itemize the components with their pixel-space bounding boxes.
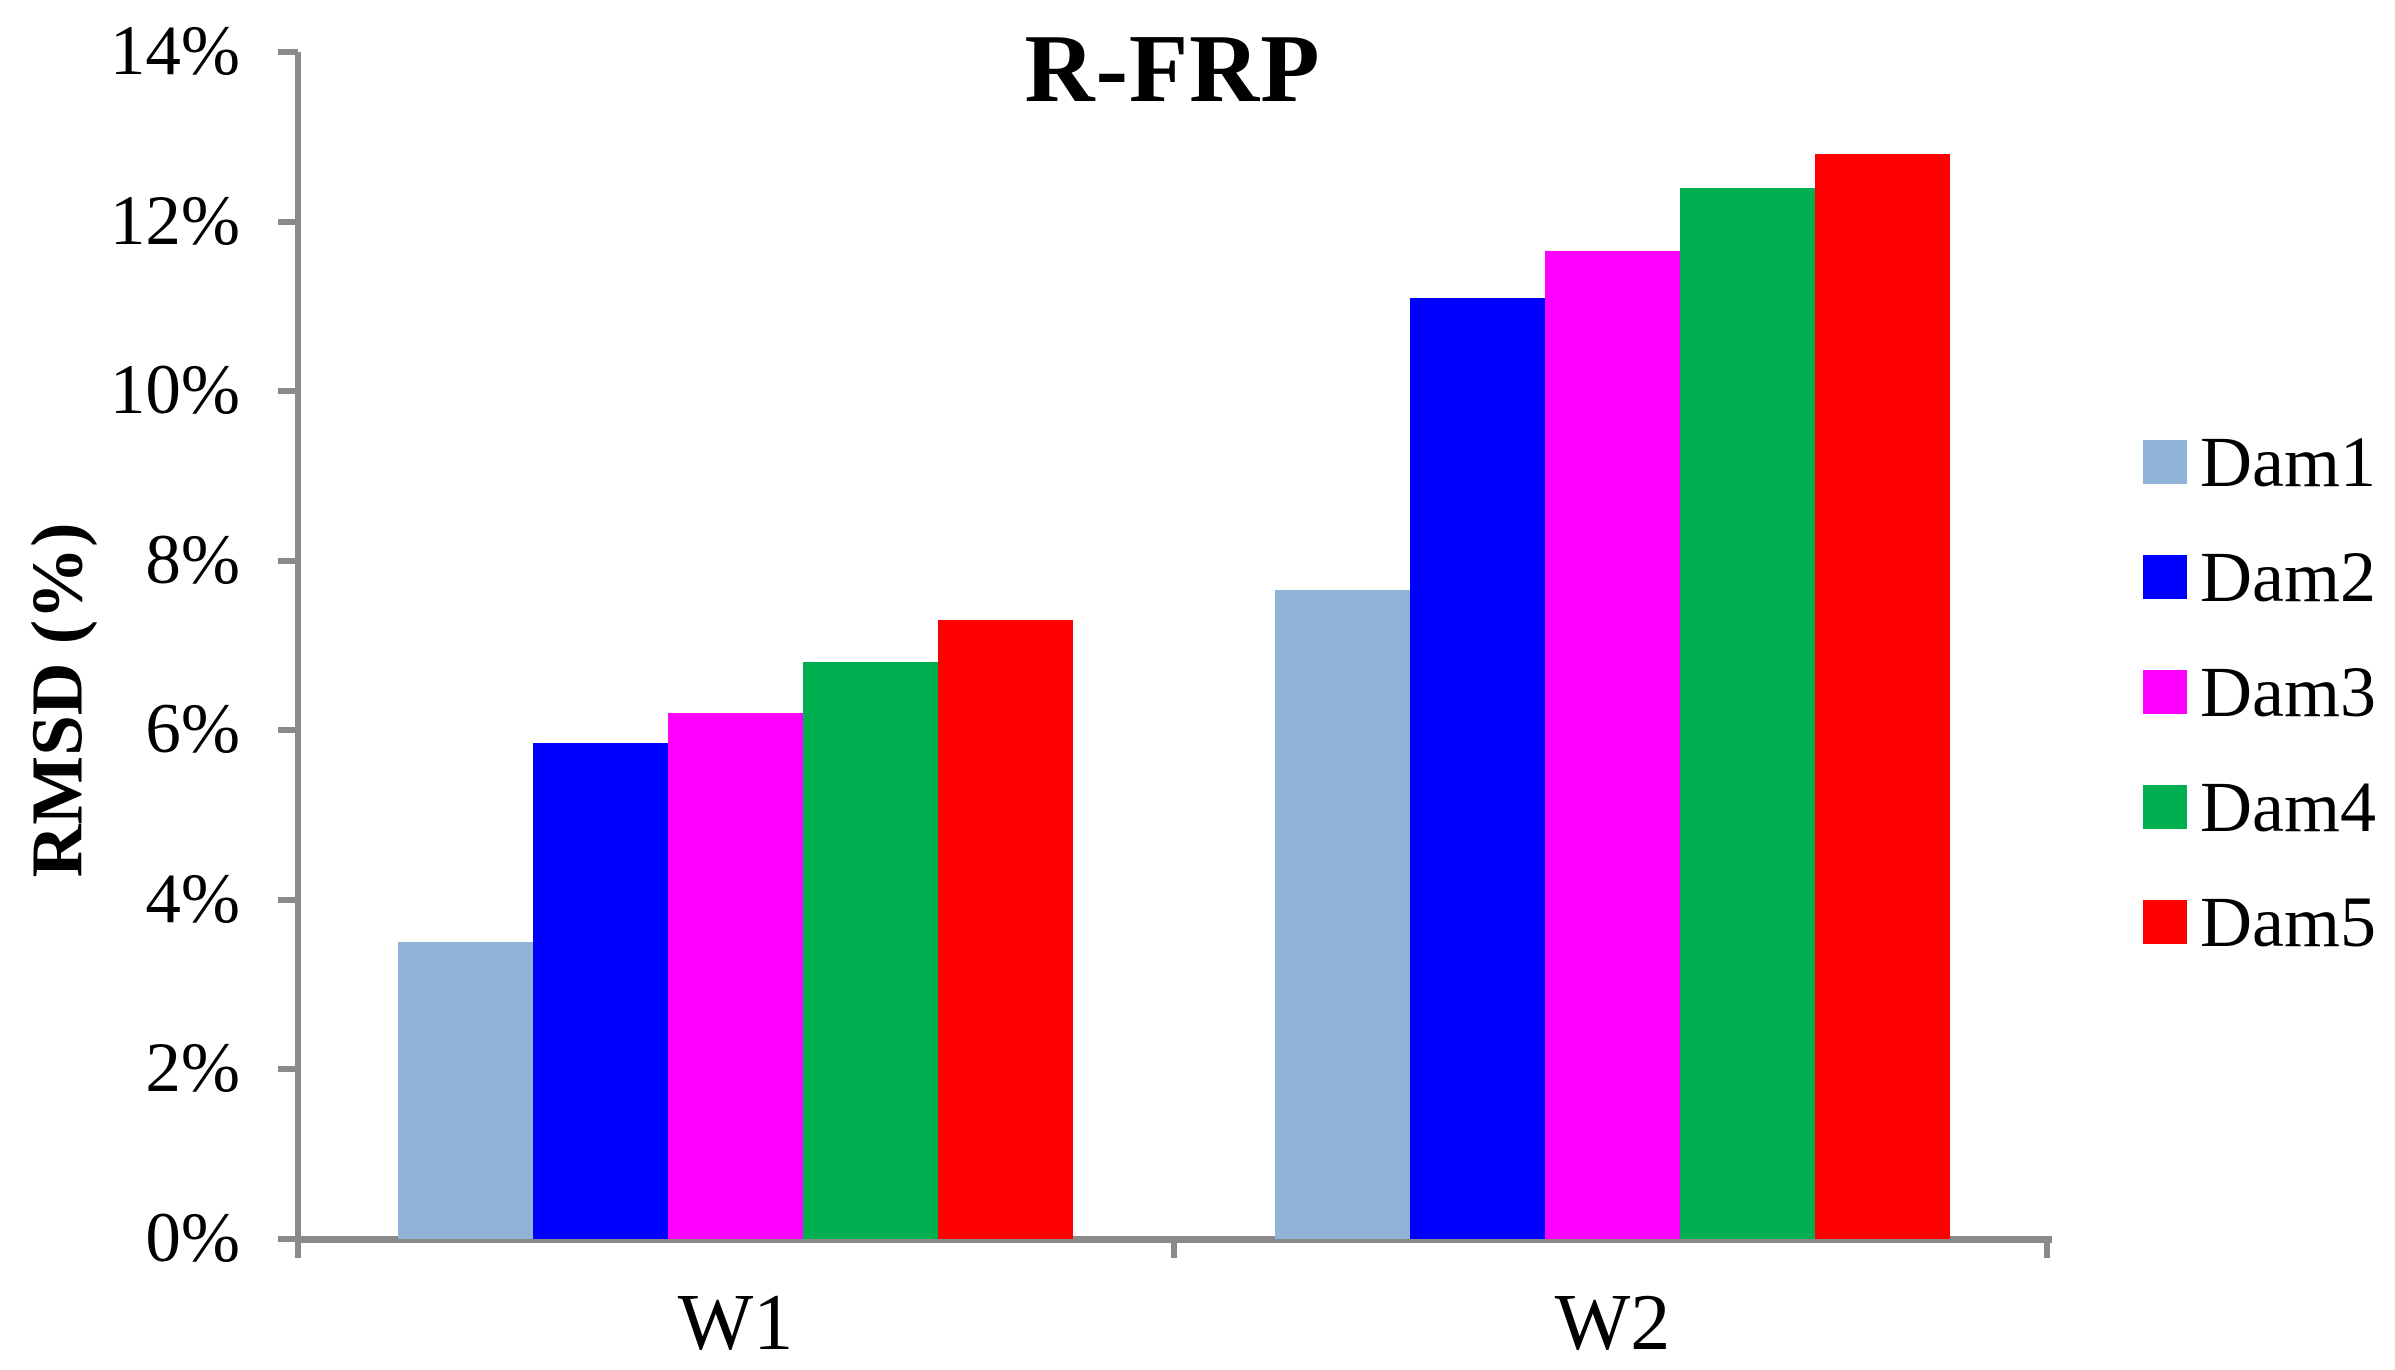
legend-item-dam2: Dam2: [2143, 541, 2376, 613]
bar-dam5-w1: [938, 620, 1073, 1239]
bar-dam4-w2: [1680, 187, 1815, 1239]
y-tick-label-2%: 2%: [145, 1029, 240, 1108]
y-tick-label-4%: 4%: [145, 859, 240, 938]
legend-swatch-dam1: [2143, 440, 2187, 484]
legend-item-dam3: Dam3: [2143, 656, 2376, 728]
y-tick-label-0%: 0%: [145, 1199, 240, 1277]
y-axis-line: [295, 52, 301, 1258]
legend-item-dam1: Dam1: [2143, 426, 2376, 498]
y-tick-label-12%: 12%: [109, 181, 240, 260]
legend-label-dam3: Dam3: [2200, 652, 2376, 732]
y-tick-label-10%: 10%: [109, 351, 240, 430]
y-tick-4%: [278, 896, 298, 903]
y-tick-14%: [278, 49, 298, 55]
bar-dam3-w2: [1545, 251, 1680, 1239]
y-tick-label-6%: 6%: [145, 690, 240, 769]
legend-label-dam5: Dam5: [2200, 882, 2376, 962]
x-boundary-tick-2: [2044, 1239, 2050, 1258]
legend-swatch-dam2: [2143, 555, 2187, 599]
legend-swatch-dam3: [2143, 670, 2187, 714]
bar-dam1-w2: [1275, 590, 1410, 1239]
legend: Dam1 Dam2 Dam3 Dam4 Dam5: [2143, 426, 2376, 1001]
y-tick-0%: [278, 1236, 298, 1242]
category-label-w1: W1: [677, 1279, 794, 1367]
legend-swatch-dam4: [2143, 785, 2187, 829]
chart-title: R-FRP: [1024, 15, 1321, 122]
category-label-w2: W2: [1554, 1279, 1671, 1367]
bar-dam2-w1: [533, 743, 668, 1239]
legend-label-dam2: Dam2: [2200, 537, 2376, 617]
legend-swatch-dam5: [2143, 900, 2187, 944]
y-tick-2%: [278, 1066, 298, 1073]
legend-item-dam5: Dam5: [2143, 886, 2376, 958]
bar-dam5-w2: [1815, 153, 1950, 1239]
y-tick-12%: [278, 218, 298, 225]
legend-label-dam4: Dam4: [2200, 767, 2376, 847]
x-boundary-tick-0: [295, 1239, 301, 1258]
bar-dam3-w1: [668, 713, 803, 1239]
bar-dam1-w1: [398, 942, 533, 1239]
legend-label-dam1: Dam1: [2200, 422, 2376, 502]
bar-dam2-w2: [1410, 297, 1545, 1239]
bar-dam4-w1: [803, 662, 938, 1239]
y-tick-10%: [278, 388, 298, 395]
y-tick-label-8%: 8%: [145, 520, 240, 599]
y-tick-8%: [278, 557, 298, 564]
y-tick-label-14%: 14%: [109, 12, 240, 90]
x-boundary-tick-1: [1171, 1239, 1177, 1258]
y-tick-6%: [278, 727, 298, 734]
legend-item-dam4: Dam4: [2143, 771, 2376, 843]
